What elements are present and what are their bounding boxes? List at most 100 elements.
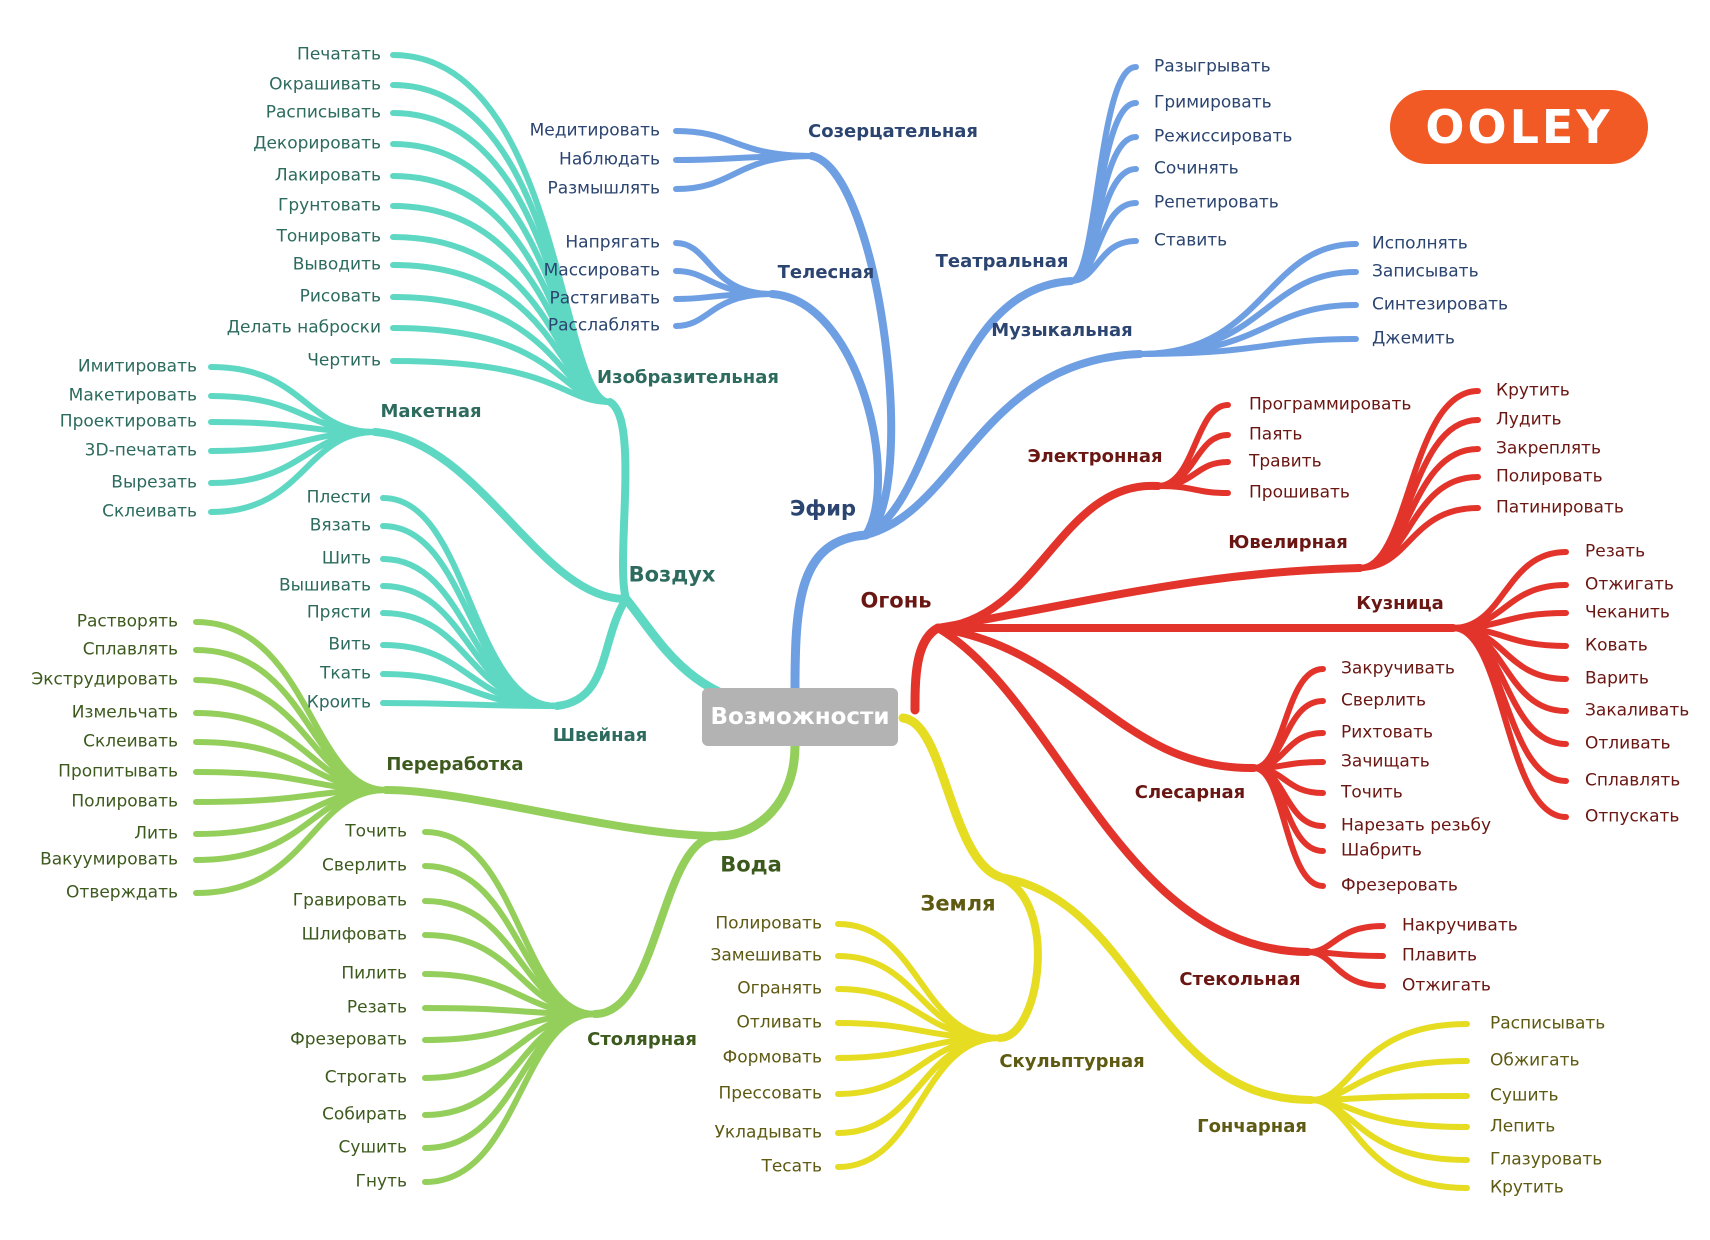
leaf-label: Укладывать — [714, 1122, 822, 1143]
root-node: Возможности — [702, 688, 898, 746]
leaf-label: Фрезеровать — [290, 1029, 407, 1050]
ether-trunk — [790, 530, 871, 693]
fire-leaf-branch-2-8 — [1450, 625, 1569, 820]
leaf-label: Имитировать — [77, 356, 197, 377]
category-label: Ювелирная — [1228, 532, 1348, 553]
leaf-label: Джемить — [1372, 328, 1455, 349]
leaf-label: Отпускать — [1585, 806, 1680, 827]
leaf-label: Растворять — [76, 611, 178, 632]
category-label: Театральная — [935, 251, 1069, 272]
fire-trunk — [910, 623, 943, 715]
element-label-air: Воздух — [628, 562, 716, 587]
leaf-label: Гримировать — [1154, 92, 1272, 113]
water-category-branch-1 — [591, 832, 722, 1018]
category-label: Электронная — [1027, 446, 1163, 467]
leaf-label: Патинировать — [1496, 497, 1624, 518]
leaf-label: Плести — [306, 487, 371, 508]
leaf-label: Шабрить — [1341, 840, 1422, 861]
ether-category-branch-2 — [862, 277, 1075, 539]
leaf-label: Варить — [1585, 668, 1649, 689]
water-category-branch-0 — [382, 786, 722, 840]
leaf-label: Вырезать — [111, 472, 197, 493]
leaf-label: Сплавлять — [82, 639, 178, 660]
leaf-label: Сверлить — [1341, 690, 1426, 711]
leaf-label: Экструдировать — [31, 669, 178, 690]
leaf-label: Закреплять — [1496, 438, 1601, 459]
category-label: Телесная — [777, 262, 875, 283]
element-label-ether: Эфир — [790, 496, 856, 521]
category-label: Изобразительная — [597, 367, 779, 388]
category-label: Музыкальная — [991, 320, 1133, 341]
fire-leaf-branch-3-7 — [1251, 765, 1326, 889]
leaf-label: Обжигать — [1490, 1050, 1580, 1071]
fire-category-branch-1 — [934, 564, 1364, 632]
leaf-label: Чертить — [307, 350, 381, 371]
leaf-label: Режиссировать — [1154, 126, 1293, 147]
ether-category-branch-1 — [768, 290, 882, 539]
air-category-branch-2 — [553, 595, 630, 710]
fire-category-branch-3 — [934, 624, 1258, 773]
earth-category-branch-0 — [996, 873, 1042, 1042]
leaf-label: Отжигать — [1585, 574, 1674, 595]
category-label: Переработка — [386, 754, 524, 775]
leaf-label: Паять — [1249, 424, 1303, 445]
leaf-label: Сушить — [1490, 1085, 1559, 1106]
leaf-label: Шить — [321, 548, 371, 569]
leaf-label: Окрашивать — [269, 74, 381, 95]
leaf-label: Крутить — [1496, 380, 1570, 401]
leaf-label: Растягивать — [549, 288, 660, 309]
fire-leaf-branch-2-7 — [1450, 625, 1569, 784]
leaf-label: Массировать — [543, 260, 660, 281]
element-label-fire: Огонь — [860, 588, 932, 613]
ether-leaf-branch-1-3 — [673, 291, 775, 329]
leaf-label: Кроить — [306, 692, 371, 713]
leaf-label: Лить — [134, 823, 178, 844]
category-label: Столярная — [587, 1029, 697, 1050]
leaf-label: Зачищать — [1341, 751, 1430, 772]
ooley-logo: OOLEY — [1390, 90, 1648, 164]
leaf-label: Закаливать — [1585, 700, 1690, 721]
leaf-label: Фрезеровать — [1341, 875, 1458, 896]
leaf-label: Пропитывать — [58, 761, 178, 782]
leaf-label: Расписывать — [1490, 1013, 1606, 1034]
fire-leaf-branch-3-0 — [1251, 666, 1326, 771]
leaf-label: Макетировать — [68, 385, 197, 406]
leaf-label: Программировать — [1249, 394, 1412, 415]
fire-leaf-branch-1-4 — [1357, 505, 1481, 571]
leaf-label: Ставить — [1154, 230, 1228, 251]
leaf-label: Рихтовать — [1341, 722, 1434, 743]
category-label: Слесарная — [1134, 782, 1246, 803]
leaf-label: Отверждать — [66, 882, 178, 903]
leaf-label: Сплавлять — [1585, 770, 1681, 791]
leaf-label: Плавить — [1402, 945, 1478, 966]
leaf-label: Грунтовать — [278, 195, 381, 216]
leaf-label: Резать — [346, 997, 407, 1018]
leaf-label: Расслаблять — [547, 315, 660, 336]
leaf-label: Резать — [1585, 541, 1646, 562]
air-leaf-branch-2-2 — [380, 556, 560, 709]
leaf-label: Травить — [1249, 451, 1322, 472]
leaf-label: Точить — [345, 821, 407, 842]
leaf-label: Гравировать — [292, 890, 407, 911]
category-label: Гончарная — [1197, 1116, 1307, 1137]
earth-leaf-branch-1-2 — [1308, 1093, 1470, 1103]
leaf-label: Формовать — [722, 1047, 822, 1068]
ether-leaf-branch-3-3 — [1137, 336, 1359, 357]
leaf-label: Собирать — [322, 1104, 407, 1125]
leaf-label: Записывать — [1372, 261, 1479, 282]
leaf-label: Сверлить — [322, 855, 407, 876]
air-category-branch-0 — [606, 398, 630, 603]
leaf-label: Декорировать — [253, 133, 381, 154]
leaf-label: Вить — [328, 634, 371, 655]
leaf-label: Размышлять — [547, 178, 660, 199]
leaf-label: Измельчать — [71, 702, 178, 723]
leaf-label: Накручивать — [1402, 915, 1518, 936]
leaf-label: Точить — [1341, 782, 1403, 803]
leaf-label: Сушить — [338, 1137, 407, 1158]
earth-category-branch-1 — [996, 873, 1315, 1104]
leaf-label: Медитировать — [529, 120, 660, 141]
fire-leaf-branch-4-0 — [1305, 923, 1386, 955]
leaf-label: Крутить — [1490, 1177, 1564, 1198]
